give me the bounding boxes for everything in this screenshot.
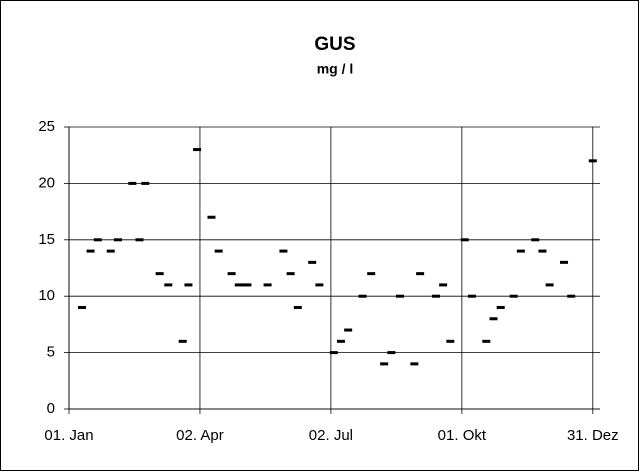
point (467, 294, 476, 298)
point (77, 305, 86, 309)
point (560, 260, 569, 264)
point (446, 339, 455, 343)
point (538, 249, 547, 253)
y-tick-label: 15 (38, 231, 55, 248)
point (482, 339, 491, 343)
x-tick-label: 01. Jan (44, 427, 93, 444)
point (329, 351, 338, 355)
point (567, 294, 576, 298)
y-tick-label: 0 (47, 400, 55, 417)
point (193, 148, 202, 152)
point (387, 351, 396, 355)
point (509, 294, 518, 298)
point (308, 260, 317, 264)
y-tick-label: 25 (38, 118, 55, 135)
point (128, 181, 137, 185)
point (531, 238, 540, 242)
point (207, 215, 216, 219)
point (106, 249, 115, 253)
point (227, 272, 236, 276)
point (588, 159, 597, 163)
point (410, 362, 419, 366)
point (293, 305, 302, 309)
point (395, 294, 404, 298)
point (279, 249, 288, 253)
point (93, 238, 102, 242)
x-tick-label: 01. Okt (438, 427, 487, 444)
point (516, 249, 525, 253)
point (358, 294, 367, 298)
chart-subtitle: mg / l (317, 61, 354, 77)
point (243, 283, 252, 287)
point (496, 305, 505, 309)
point (178, 339, 187, 343)
point (141, 181, 150, 185)
point (460, 238, 469, 242)
point (184, 283, 193, 287)
x-tick-label: 02. Jul (309, 427, 353, 444)
point (431, 294, 440, 298)
point (234, 283, 243, 287)
y-tick-label: 20 (38, 174, 55, 191)
point (315, 283, 324, 287)
point (135, 238, 144, 242)
x-tick-label: 02. Apr (176, 427, 224, 444)
point (263, 283, 272, 287)
chart-title: GUS (314, 34, 355, 55)
point (86, 249, 95, 253)
point (416, 272, 425, 276)
point (336, 339, 345, 343)
point (439, 283, 448, 287)
point (214, 249, 223, 253)
point (545, 283, 554, 287)
point (367, 272, 376, 276)
point (489, 317, 498, 321)
y-tick-label: 10 (38, 287, 55, 304)
point (155, 272, 164, 276)
point (286, 272, 295, 276)
x-tick-label: 31. Dez (567, 427, 619, 444)
point (344, 328, 353, 332)
point (113, 238, 122, 242)
y-tick-label: 5 (47, 344, 55, 361)
point (380, 362, 389, 366)
point (164, 283, 173, 287)
